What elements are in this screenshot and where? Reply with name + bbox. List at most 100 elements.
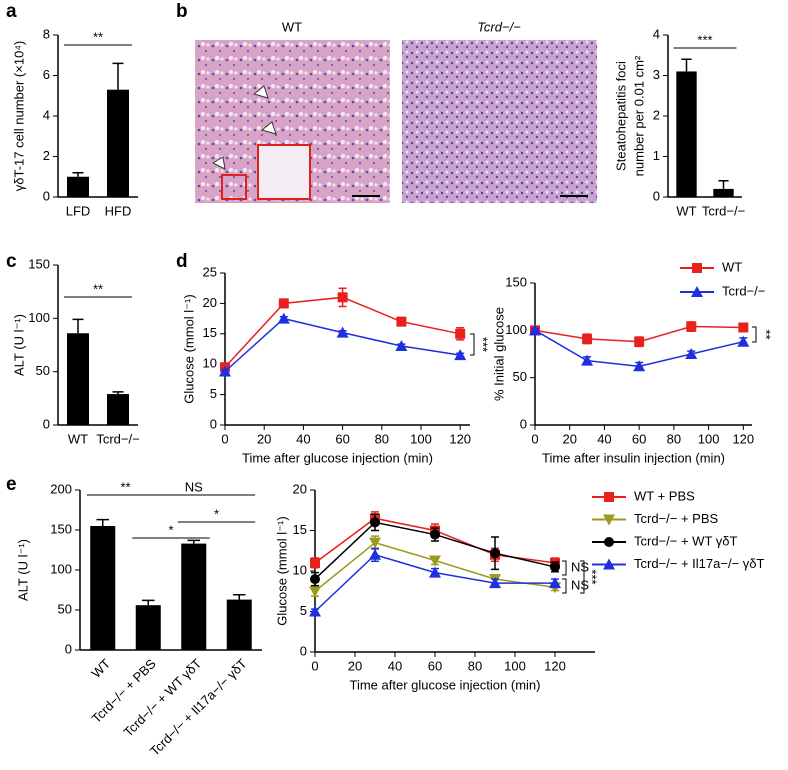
image-label: Tcrd−/− bbox=[477, 19, 521, 34]
marker bbox=[369, 548, 381, 560]
x-axis-label: Time after insulin injection (min) bbox=[542, 450, 725, 465]
marker bbox=[429, 566, 441, 578]
x-tick-label: 20 bbox=[348, 658, 362, 673]
legend-label: WT + PBS bbox=[634, 488, 695, 503]
significance-bracket bbox=[470, 333, 475, 356]
legend-label: WT bbox=[722, 259, 742, 274]
y-tick-label: 0 bbox=[520, 416, 527, 431]
x-tick-label: 120 bbox=[544, 658, 566, 673]
error-bar bbox=[112, 62, 124, 90]
y-tick-label: 5 bbox=[300, 603, 307, 618]
marker bbox=[430, 529, 440, 540]
annotation: ** bbox=[120, 479, 130, 494]
x-tick-label: 120 bbox=[449, 431, 471, 446]
marker bbox=[603, 514, 615, 526]
y-tick-label: 8 bbox=[43, 26, 50, 41]
marker bbox=[310, 557, 320, 568]
error-bar bbox=[72, 171, 84, 177]
bar bbox=[67, 333, 89, 425]
x-tick-label: 80 bbox=[375, 431, 389, 446]
marker bbox=[309, 605, 321, 617]
x-tick-label: HFD bbox=[105, 203, 132, 218]
y-tick-label: 2 bbox=[43, 148, 50, 163]
x-tick-label: LFD bbox=[66, 203, 91, 218]
marker bbox=[686, 321, 697, 332]
significance-bracket bbox=[580, 560, 585, 594]
marker bbox=[337, 292, 348, 303]
significance-bracket bbox=[752, 326, 757, 343]
marker bbox=[396, 316, 407, 327]
marker bbox=[277, 312, 290, 324]
annotation: NS bbox=[185, 479, 203, 494]
marker bbox=[633, 360, 646, 372]
error-bar bbox=[112, 391, 124, 395]
marker bbox=[336, 326, 349, 338]
y-tick-label: 3 bbox=[653, 67, 660, 82]
image-label: WT bbox=[282, 19, 302, 34]
annotation: NS bbox=[571, 559, 589, 574]
y-tick-label: 2 bbox=[653, 107, 660, 122]
x-axis-label: Time after glucose injection (min) bbox=[242, 450, 433, 465]
x-tick-label: 80 bbox=[468, 658, 482, 673]
x-tick-label: Tcrd−/− bbox=[96, 431, 139, 446]
marker bbox=[604, 537, 614, 547]
marker bbox=[219, 365, 231, 377]
bar bbox=[107, 89, 129, 197]
marker bbox=[490, 548, 500, 559]
x-tick-label: 100 bbox=[698, 431, 720, 446]
y-tick-label: 4 bbox=[43, 107, 50, 122]
y-tick-label: 20 bbox=[293, 481, 307, 496]
marker bbox=[454, 349, 467, 361]
y-axis-label: % Initial glucose bbox=[491, 307, 506, 401]
marker bbox=[309, 586, 321, 598]
inset-box bbox=[221, 174, 247, 200]
marker bbox=[738, 322, 749, 333]
y-tick-label: 200 bbox=[50, 481, 72, 496]
y-axis-label: number per 0.01 cm² bbox=[631, 55, 646, 176]
panel-letter: a bbox=[6, 1, 17, 22]
y-tick-label: 10 bbox=[293, 562, 307, 577]
y-axis-label: ALT (U l⁻¹) bbox=[15, 539, 30, 601]
x-tick-label: 60 bbox=[632, 431, 646, 446]
y-tick-label: 6 bbox=[43, 67, 50, 82]
marker bbox=[429, 555, 441, 567]
y-tick-label: 150 bbox=[28, 256, 50, 271]
marker bbox=[369, 537, 381, 549]
x-tick-label: 40 bbox=[388, 658, 402, 673]
arrowheads bbox=[211, 85, 277, 170]
y-tick-label: 150 bbox=[50, 521, 72, 536]
x-tick-label: Tcrd−/− + WT γδT bbox=[121, 656, 205, 740]
inset bbox=[257, 144, 311, 200]
x-tick-label: WT bbox=[68, 431, 88, 446]
marker bbox=[685, 348, 698, 359]
panel-letter: d bbox=[176, 251, 188, 272]
y-tick-label: 0 bbox=[43, 416, 50, 431]
y-tick-label: 15 bbox=[293, 522, 307, 537]
x-tick-label: 100 bbox=[410, 431, 432, 446]
marker bbox=[550, 561, 560, 572]
error-bar bbox=[72, 318, 84, 334]
marker bbox=[634, 336, 645, 347]
annotation: * bbox=[168, 522, 173, 537]
significance-bracket bbox=[562, 560, 567, 576]
y-tick-label: 50 bbox=[36, 363, 50, 378]
marker bbox=[549, 577, 561, 589]
x-tick-label: 120 bbox=[732, 431, 754, 446]
bar bbox=[676, 71, 697, 197]
y-axis-label: γδT-17 cell number (×10⁴) bbox=[11, 41, 26, 191]
error-bar bbox=[718, 180, 729, 189]
significance-bracket bbox=[562, 578, 567, 594]
annotation: NS bbox=[571, 577, 589, 592]
bar bbox=[107, 394, 129, 425]
annotation: ** bbox=[93, 29, 103, 44]
y-tick-label: 50 bbox=[58, 601, 72, 616]
x-tick-label: 60 bbox=[335, 431, 349, 446]
y-axis-label: ALT (U l⁻¹) bbox=[11, 314, 26, 376]
x-tick-label: 0 bbox=[531, 431, 538, 446]
y-tick-label: 25 bbox=[203, 264, 217, 279]
bar bbox=[90, 526, 116, 650]
x-tick-label: WT bbox=[88, 656, 113, 681]
marker bbox=[691, 286, 703, 297]
error-bar bbox=[681, 58, 692, 72]
x-tick-label: 0 bbox=[311, 658, 318, 673]
